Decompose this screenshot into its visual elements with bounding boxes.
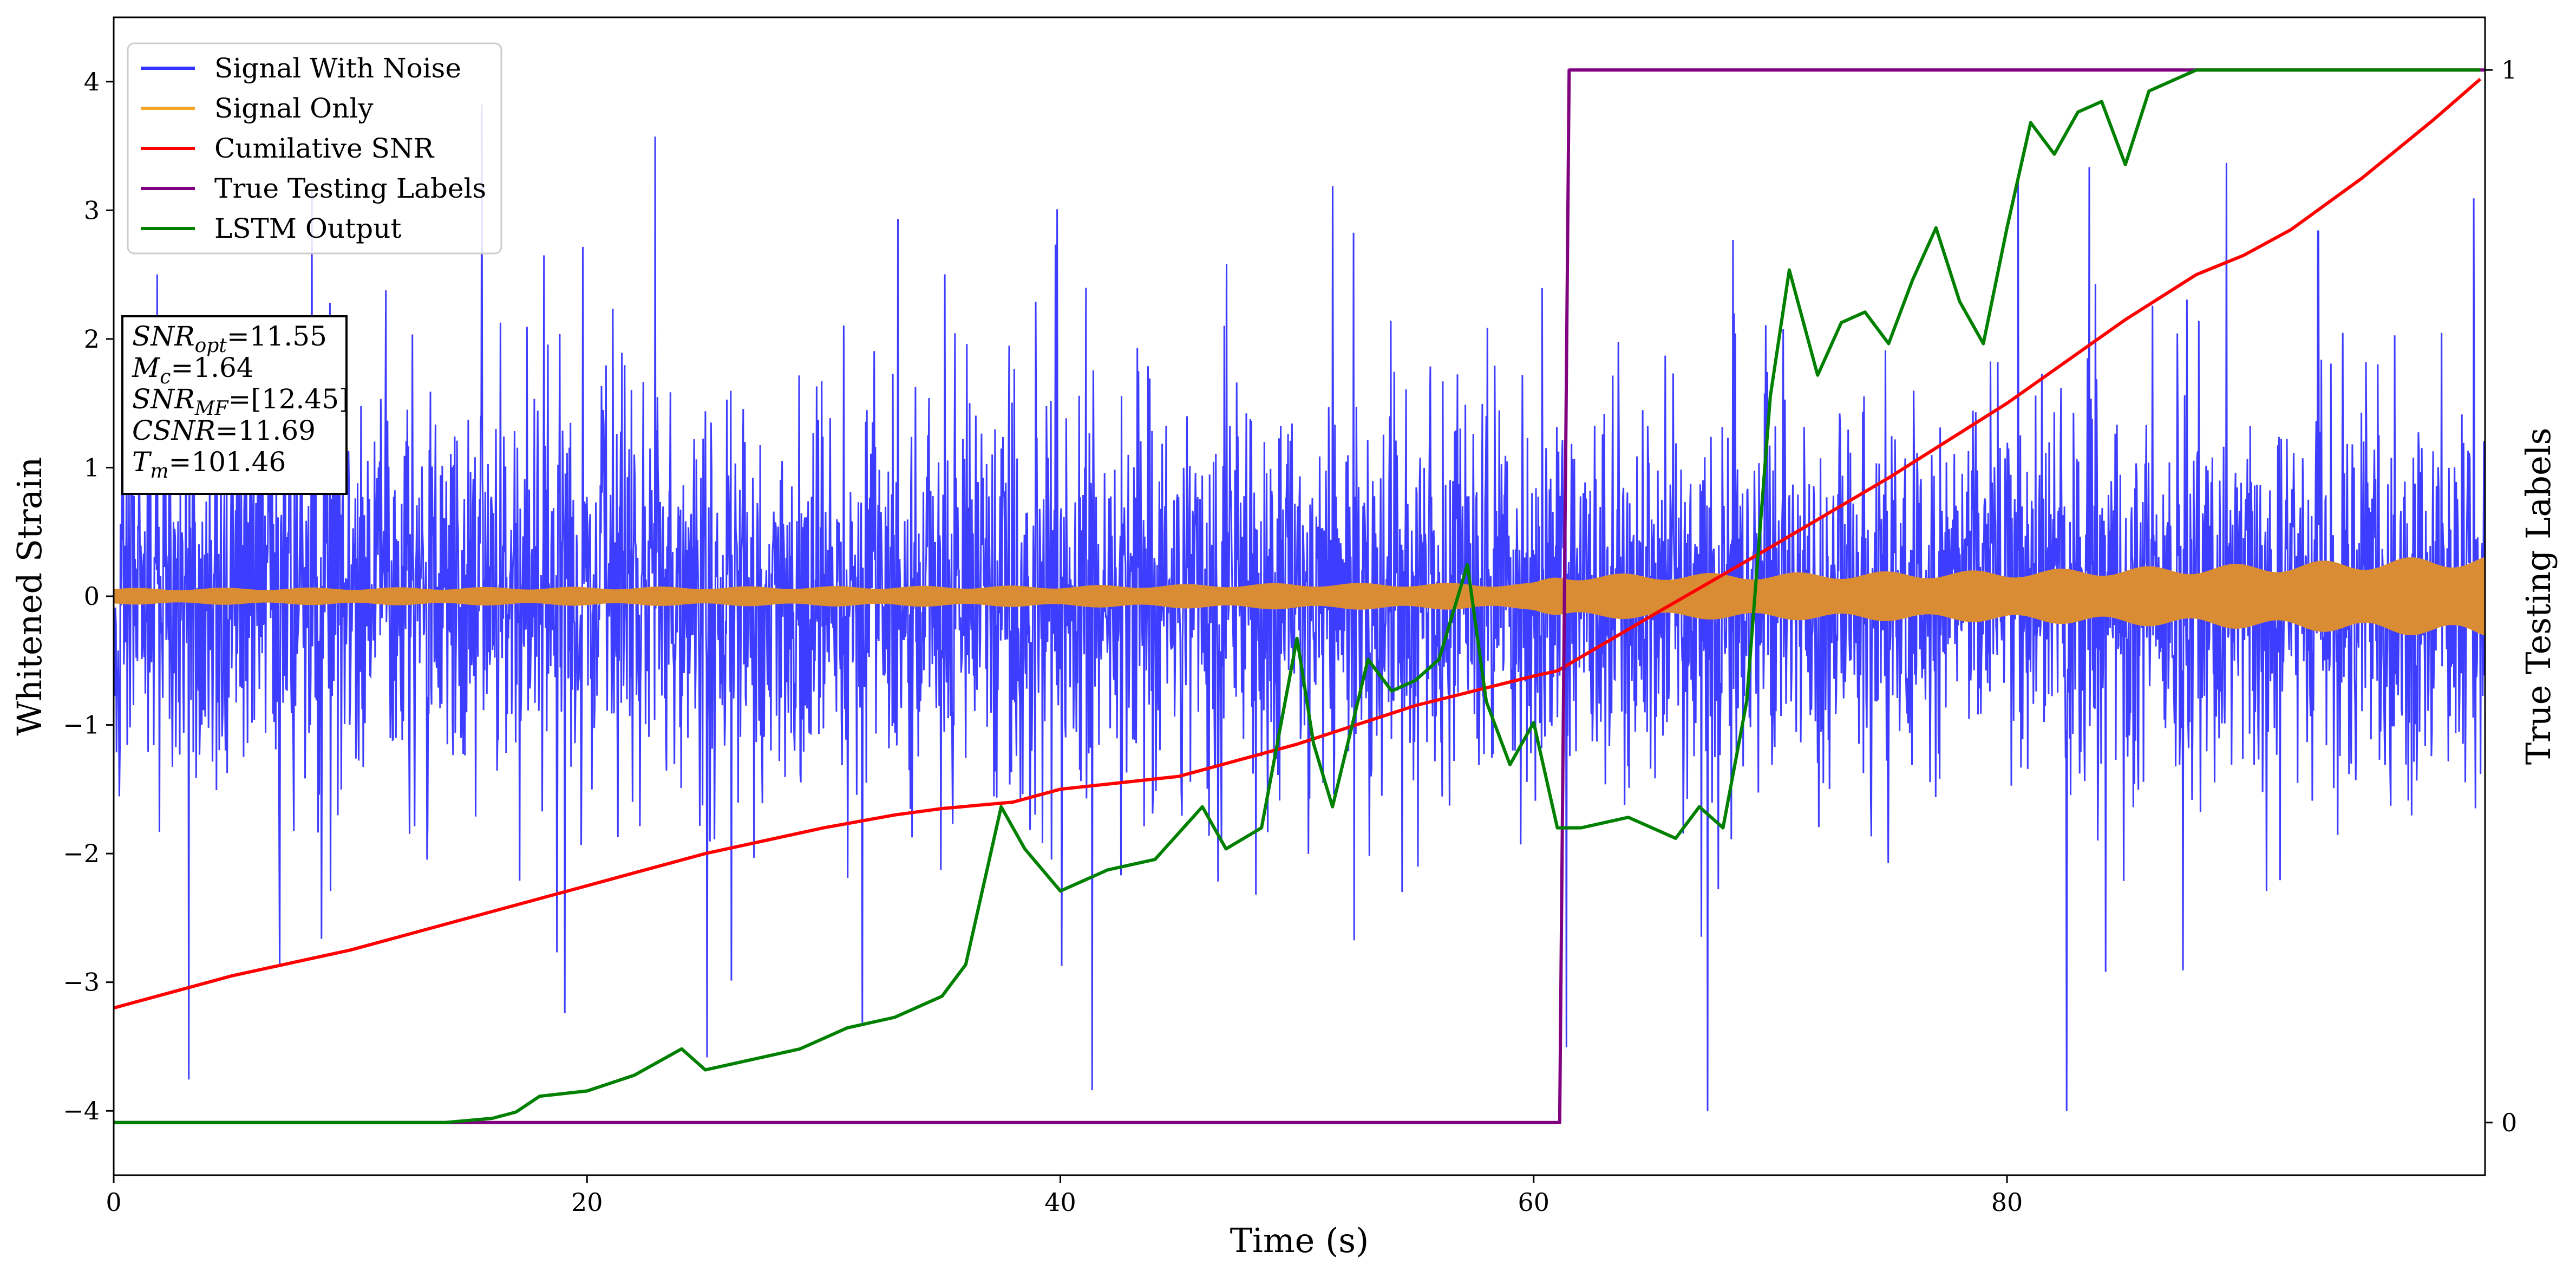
- stats-subscript: m: [150, 460, 168, 483]
- legend: Signal With Noise Signal Only Cumilative S…: [127, 42, 502, 255]
- y-tick-label: −4: [63, 1096, 100, 1125]
- y-tick-label: 1: [84, 453, 100, 482]
- y2-axis-label: True Testing Labels: [2519, 428, 2558, 765]
- stats-subscript: opt: [195, 335, 227, 357]
- signal-only-layer: [114, 557, 2485, 636]
- stats-line: Mc=1.64: [132, 352, 254, 388]
- legend-item-label: Signal Only: [214, 93, 374, 124]
- stats-value: =1.64: [171, 352, 253, 383]
- stats-line: CSNR=11.69: [132, 415, 316, 446]
- x-tick-label: 80: [1991, 1188, 2023, 1217]
- y-tick-label: −2: [63, 839, 100, 868]
- y-tick-label: 3: [84, 196, 100, 225]
- legend-item-label: True Testing Labels: [214, 173, 486, 204]
- legend-item-label: Cumilative SNR: [214, 133, 434, 164]
- stats-subscript: MF: [194, 398, 230, 420]
- stats-line: SNRopt=11.55: [132, 321, 327, 357]
- stats-symbol: SNR: [132, 383, 195, 415]
- stats-box-border: [121, 315, 348, 495]
- y-axis-label: Whitened Strain: [10, 457, 49, 736]
- stats-box: SNRopt=11.55Mc=1.64SNRMF=[12.45]CSNR=11.…: [121, 315, 350, 495]
- stats-symbol: M: [132, 352, 161, 383]
- x-tick-label: 0: [106, 1188, 121, 1217]
- stats-line: Tm=101.46: [132, 446, 286, 483]
- y-tick-label: 0: [84, 582, 100, 611]
- stats-value: =11.55: [227, 321, 327, 352]
- stats-value: =11.69: [215, 415, 316, 446]
- legend-item-label: LSTM Output: [214, 213, 401, 244]
- stats-line: SNRMF=[12.45]: [132, 383, 350, 420]
- cumilative-snr-line: [114, 77, 2482, 1010]
- legend-box: [127, 42, 502, 255]
- stats-value: =[12.45]: [228, 383, 350, 415]
- x-tick-label: 20: [571, 1188, 603, 1217]
- line-series-layer: [114, 68, 2485, 1124]
- y-tick-label: 4: [84, 67, 100, 96]
- y-tick-label: 2: [84, 324, 100, 354]
- lstm-output-line: [114, 68, 2481, 1124]
- y2-tick-label: 0: [2501, 1108, 2517, 1137]
- stats-value: =101.46: [169, 446, 286, 478]
- stats-symbol: CSNR: [132, 415, 215, 446]
- y-tick-label: −1: [63, 711, 100, 740]
- legend-item-label: Signal With Noise: [214, 53, 461, 84]
- y-tick-label: −3: [63, 968, 100, 997]
- stats-symbol: T: [132, 446, 152, 478]
- x-tick-label: 60: [1518, 1188, 1549, 1217]
- x-tick-label: 40: [1044, 1188, 1076, 1217]
- stats-subscript: c: [160, 366, 171, 388]
- signal-only-band: [114, 557, 2485, 636]
- true-testing-labels-line: [114, 68, 2485, 1124]
- x-axis-label: Time (s): [1230, 1221, 1369, 1260]
- stats-symbol: SNR: [132, 321, 195, 352]
- y2-tick-label: 1: [2501, 55, 2517, 84]
